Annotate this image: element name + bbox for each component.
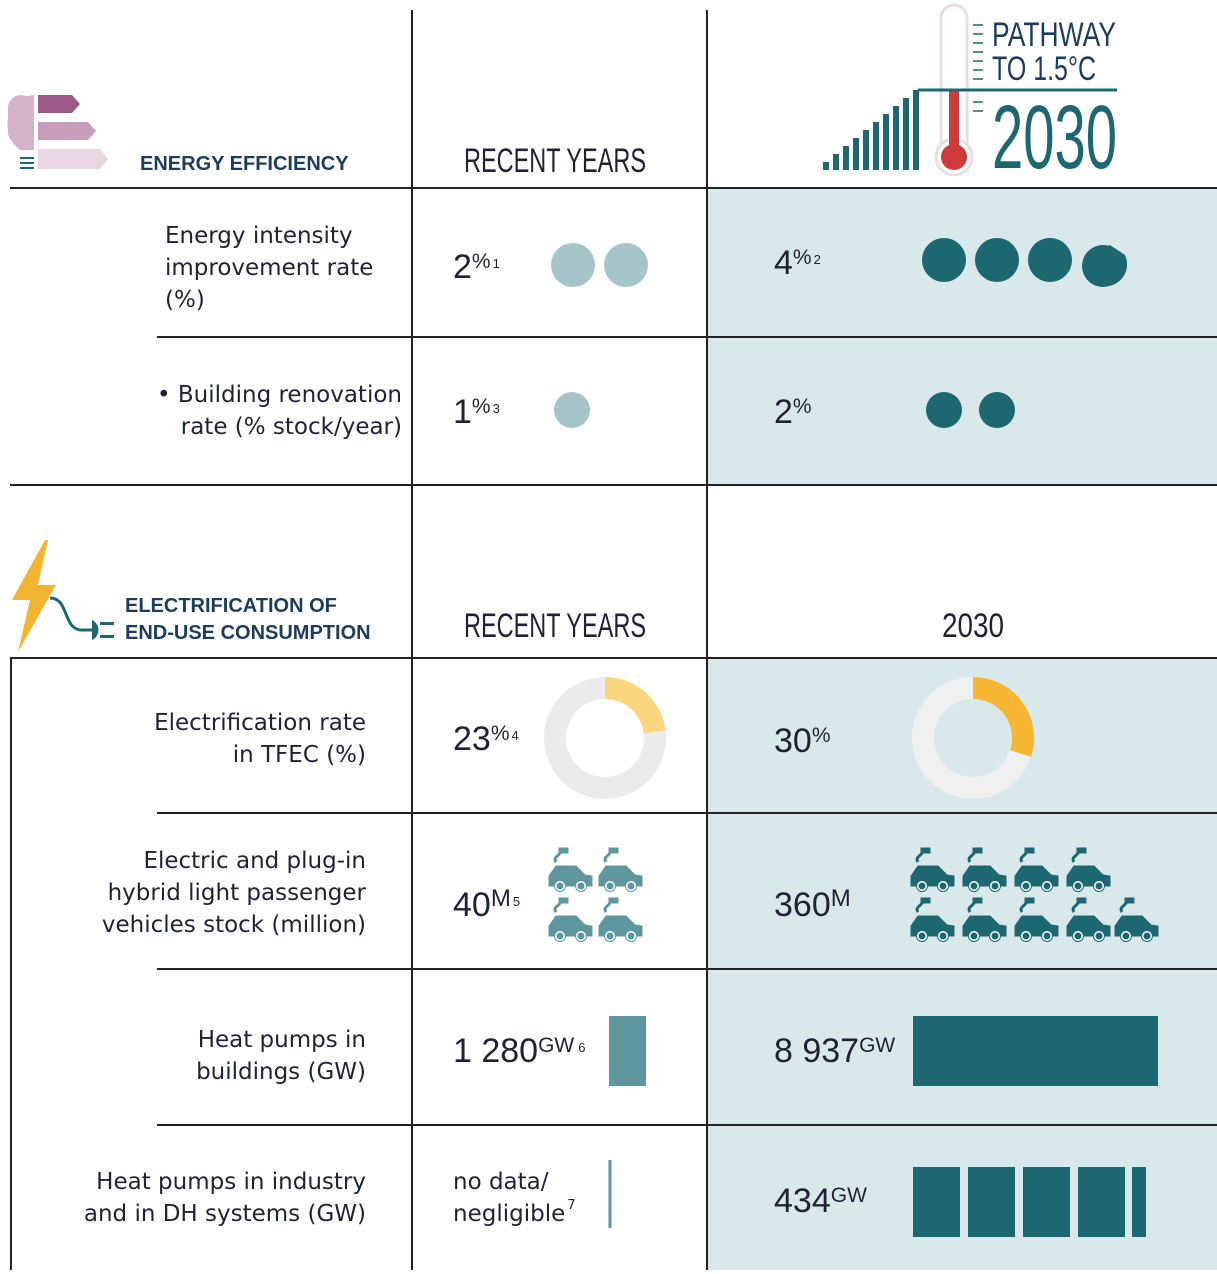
scale-ticks bbox=[918, 24, 1117, 112]
rising-bars-icon bbox=[823, 90, 919, 170]
bar-icon bbox=[823, 162, 829, 170]
column-header: 2030 bbox=[942, 607, 1004, 645]
row-label: vehicles stock (million) bbox=[102, 912, 366, 938]
row-label: hybrid light passenger bbox=[108, 880, 367, 906]
row-label: buildings (GW) bbox=[196, 1059, 366, 1085]
row-label: Electric and plug-in bbox=[143, 848, 366, 874]
row-label: (%) bbox=[165, 287, 205, 313]
capacity-bar bbox=[609, 1016, 646, 1086]
value: 360M bbox=[774, 885, 851, 924]
row-label: improvement rate bbox=[165, 255, 373, 281]
row-label: Heat pumps in industry bbox=[96, 1169, 366, 1195]
section-title: ENERGY EFFICIENCY bbox=[140, 153, 349, 175]
row-label: in TFEC (%) bbox=[233, 742, 366, 768]
row-label: Electrification rate bbox=[154, 710, 366, 736]
capacity-bars bbox=[913, 1167, 1146, 1237]
bar-icon bbox=[853, 138, 859, 170]
electrification-icon bbox=[12, 540, 114, 652]
value: 2% 1 bbox=[453, 248, 500, 286]
bar-icon bbox=[893, 106, 899, 170]
pathway-year: 2030 bbox=[992, 88, 1117, 188]
dots bbox=[926, 392, 1015, 428]
value-text: negligible 7 bbox=[453, 1198, 576, 1227]
dot bbox=[554, 392, 590, 428]
bar-icon bbox=[873, 122, 879, 170]
value: 2% bbox=[774, 393, 812, 431]
grid-rules bbox=[10, 10, 1217, 1270]
pathway-label: TO 1.5°C bbox=[992, 50, 1096, 88]
section-title: ELECTRIFICATION OF bbox=[125, 595, 337, 617]
section-title: END-USE CONSUMPTION bbox=[125, 622, 371, 644]
bar-icon bbox=[833, 154, 839, 170]
value: 1% 3 bbox=[453, 393, 500, 431]
bar-icon bbox=[913, 90, 919, 170]
dots bbox=[922, 238, 1128, 287]
donut bbox=[544, 677, 666, 799]
row-label: rate (% stock/year) bbox=[181, 414, 402, 440]
value: 8 937GW bbox=[774, 1032, 895, 1070]
car-icons bbox=[547, 846, 644, 943]
row-label: • Building renovation bbox=[157, 382, 402, 408]
value: 4% 2 bbox=[774, 244, 821, 282]
bar-icon bbox=[843, 146, 849, 170]
thermometer-icon bbox=[934, 3, 974, 177]
row-label: Heat pumps in bbox=[198, 1027, 366, 1053]
row-label: and in DH systems (GW) bbox=[84, 1201, 366, 1227]
value: 40M 5 bbox=[453, 885, 520, 924]
bar-icon bbox=[883, 114, 889, 170]
column-header: RECENT YEARS bbox=[464, 607, 646, 645]
value: 30% bbox=[774, 722, 831, 760]
bar-icon bbox=[863, 130, 869, 170]
donut bbox=[912, 676, 1035, 799]
value: 1 280GW 6 bbox=[453, 1032, 585, 1070]
value-text: no data/ bbox=[453, 1169, 549, 1195]
capacity-bar bbox=[913, 1016, 1158, 1086]
efficiency-icon bbox=[7, 95, 108, 169]
column-header: RECENT YEARS bbox=[464, 142, 646, 180]
row-label: Energy intensity bbox=[165, 223, 353, 249]
value: 23% 4 bbox=[453, 720, 519, 758]
bar-icon bbox=[903, 98, 909, 170]
dots bbox=[551, 243, 648, 287]
value: 434GW bbox=[774, 1182, 867, 1220]
pathway-label: PATHWAY bbox=[992, 16, 1116, 54]
